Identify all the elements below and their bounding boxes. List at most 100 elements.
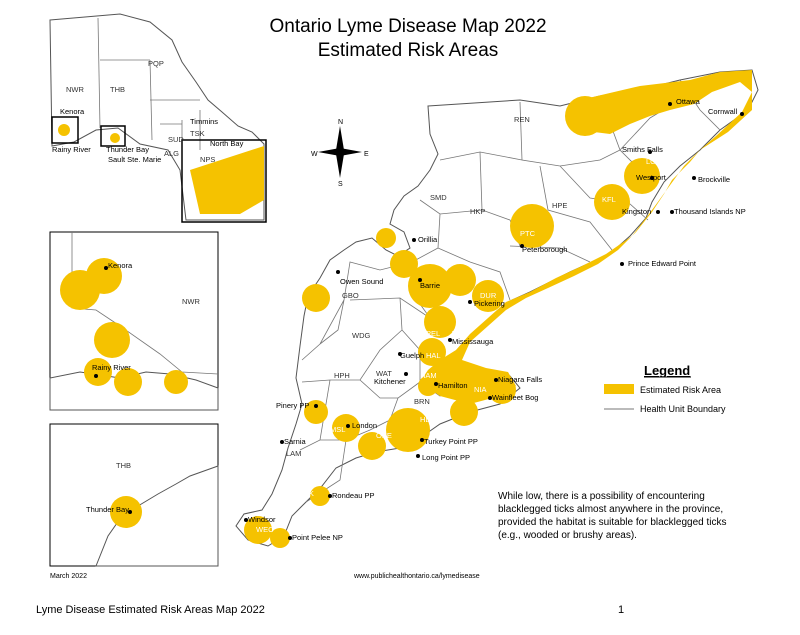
place-rondeaupp: Rondeau PP [332,491,375,500]
note-line-4: (e.g., wooded or brushy areas). [498,530,637,541]
footer-page-number: 1 [618,604,625,616]
overview-code-thb: THB [110,85,125,94]
risk-area-orillia [376,228,396,248]
overview-risk-kenora [58,124,70,136]
nwr-risk-2 [86,258,122,294]
nwr-label-kenora: Kenora [108,261,133,270]
overview-code-sud: SUD [168,135,184,144]
hu-code-tor: TOR [452,329,468,338]
place-orillia: Orillia [418,235,438,244]
nwr-inset-code: NWR [182,297,200,306]
risk-area-gbo [302,284,330,312]
main-map: REN EOH OTT LGL SMD HKP HPE KFL PTC GBO … [235,69,759,548]
nwr-risk-5 [114,368,142,396]
nwr-risk-6 [164,370,188,394]
hu-code-hpe: HPE [552,201,567,210]
overview-thb-box [100,125,126,147]
place-smithsfalls: Smiths Falls [622,145,663,154]
hu-code-hkp: HKP [470,207,485,216]
hu-code-eoh: EOH [708,95,724,104]
place-london: London [352,421,377,430]
overview-boundaries [97,17,232,152]
source-url[interactable]: www.publichealthontario.ca/lymedisease [353,573,480,580]
thb-dot [128,510,132,514]
place-owensound: Owen Sound [340,277,383,286]
place-pinerypp: Pinery PP [276,401,309,410]
nwr-rainyriver-dot [94,374,98,378]
thb-inset: Thunder Bay THB [49,423,219,567]
place-niagarafalls: Niagara Falls [498,375,542,384]
risk-area-nia-east [488,376,516,404]
overview-risk-thunderbay [110,133,120,143]
risk-area-oxe [358,432,386,460]
risk-area-east-shore [420,70,752,404]
footer-title: Lyme Disease Estimated Risk Areas Map 20… [36,604,265,616]
hu-code-msl: MSL [330,425,345,434]
compass-w: W [311,151,318,158]
map-date: March 2022 [50,573,87,580]
hu-code-ham: HAM [420,371,437,380]
legend-risk-swatch [604,384,634,394]
hu-code-brn: BRN [414,397,430,406]
risk-area-ham [418,376,438,396]
nwr-risk-4 [84,358,112,386]
overview-risk-area [190,146,264,214]
place-westport: Westport [636,173,667,182]
place-kingston: Kingston [622,207,651,216]
hu-code-dur: DUR [480,291,497,300]
risk-area-pinery [304,400,328,424]
risk-area-pel [424,306,456,338]
compass-e: E [364,151,369,158]
risk-area-barrie [408,264,452,308]
nwr-risk-3 [94,322,130,358]
hu-code-hph: HPH [334,371,350,380]
place-cornwall: Cornwall [708,107,738,116]
legend: Legend Estimated Risk Area Health Unit B… [604,363,726,414]
overview-code-alg: ALG [164,149,179,158]
compass-s: S [338,181,343,188]
overview-code-nps: NPS [200,155,215,164]
hu-code-wat: WAT [376,369,392,378]
legend-boundary-label: Health Unit Boundary [640,404,726,414]
note-line-1: While low, there is a possibility of enc… [498,491,705,502]
note-line-3: provided the habitat is suitable for bla… [498,517,726,528]
risk-area-rondeau [310,486,330,506]
hu-code-gbo: GBO [342,291,359,300]
overview-code-tsk: TSK [190,129,205,138]
hu-code-lam: LAM [286,449,301,458]
hu-code-hdn: HDN [420,415,436,424]
overview-label-timmins: Timmins [190,117,218,126]
place-peterborough: Peterborough [522,245,567,254]
overview-south-box [181,139,267,223]
thb-inset-code: THB [116,461,131,470]
legend-title: Legend [644,363,690,378]
risk-area-dur [472,280,504,312]
hu-code-wec: WEC [256,525,274,534]
hu-code-ott: OTT [680,119,695,128]
risk-area-hdn [386,408,430,452]
place-pointpelee: Point Pelee NP [292,533,343,542]
place-turkeypointpp: Turkey Point PP [424,437,478,446]
hu-code-chk: CHK [298,489,314,498]
place-windsor: Windsor [248,515,276,524]
place-barrie: Barrie [420,281,440,290]
place-thousandislands: Thousand Islands NP [674,207,746,216]
place-dots [244,102,744,540]
place-longpointpp: Long Point PP [422,453,470,462]
overview-label-northbay: North Bay [210,139,244,148]
hu-code-ptc: PTC [520,229,536,238]
place-sarnia: Sarnia [284,437,307,446]
nwr-label-rainyriver: Rainy River [92,363,131,372]
place-wainfleetbog: Wainfleet Bog [492,393,538,402]
nwr-inset: Kenora Rainy River NWR [49,231,219,411]
risk-area-msl [332,414,360,442]
risk-area-windsor [244,516,272,544]
hu-code-kfl: KFL [602,195,616,204]
hu-code-pel: PEL [426,329,440,338]
overview-label-rainyriver: Rainy River [52,145,91,154]
hu-code-lgl: LGL [646,157,660,166]
thb-risk [110,496,142,528]
place-pickering: Pickering [474,299,505,308]
hu-code-smd: SMD [430,193,447,202]
place-brockville: Brockville [698,175,730,184]
